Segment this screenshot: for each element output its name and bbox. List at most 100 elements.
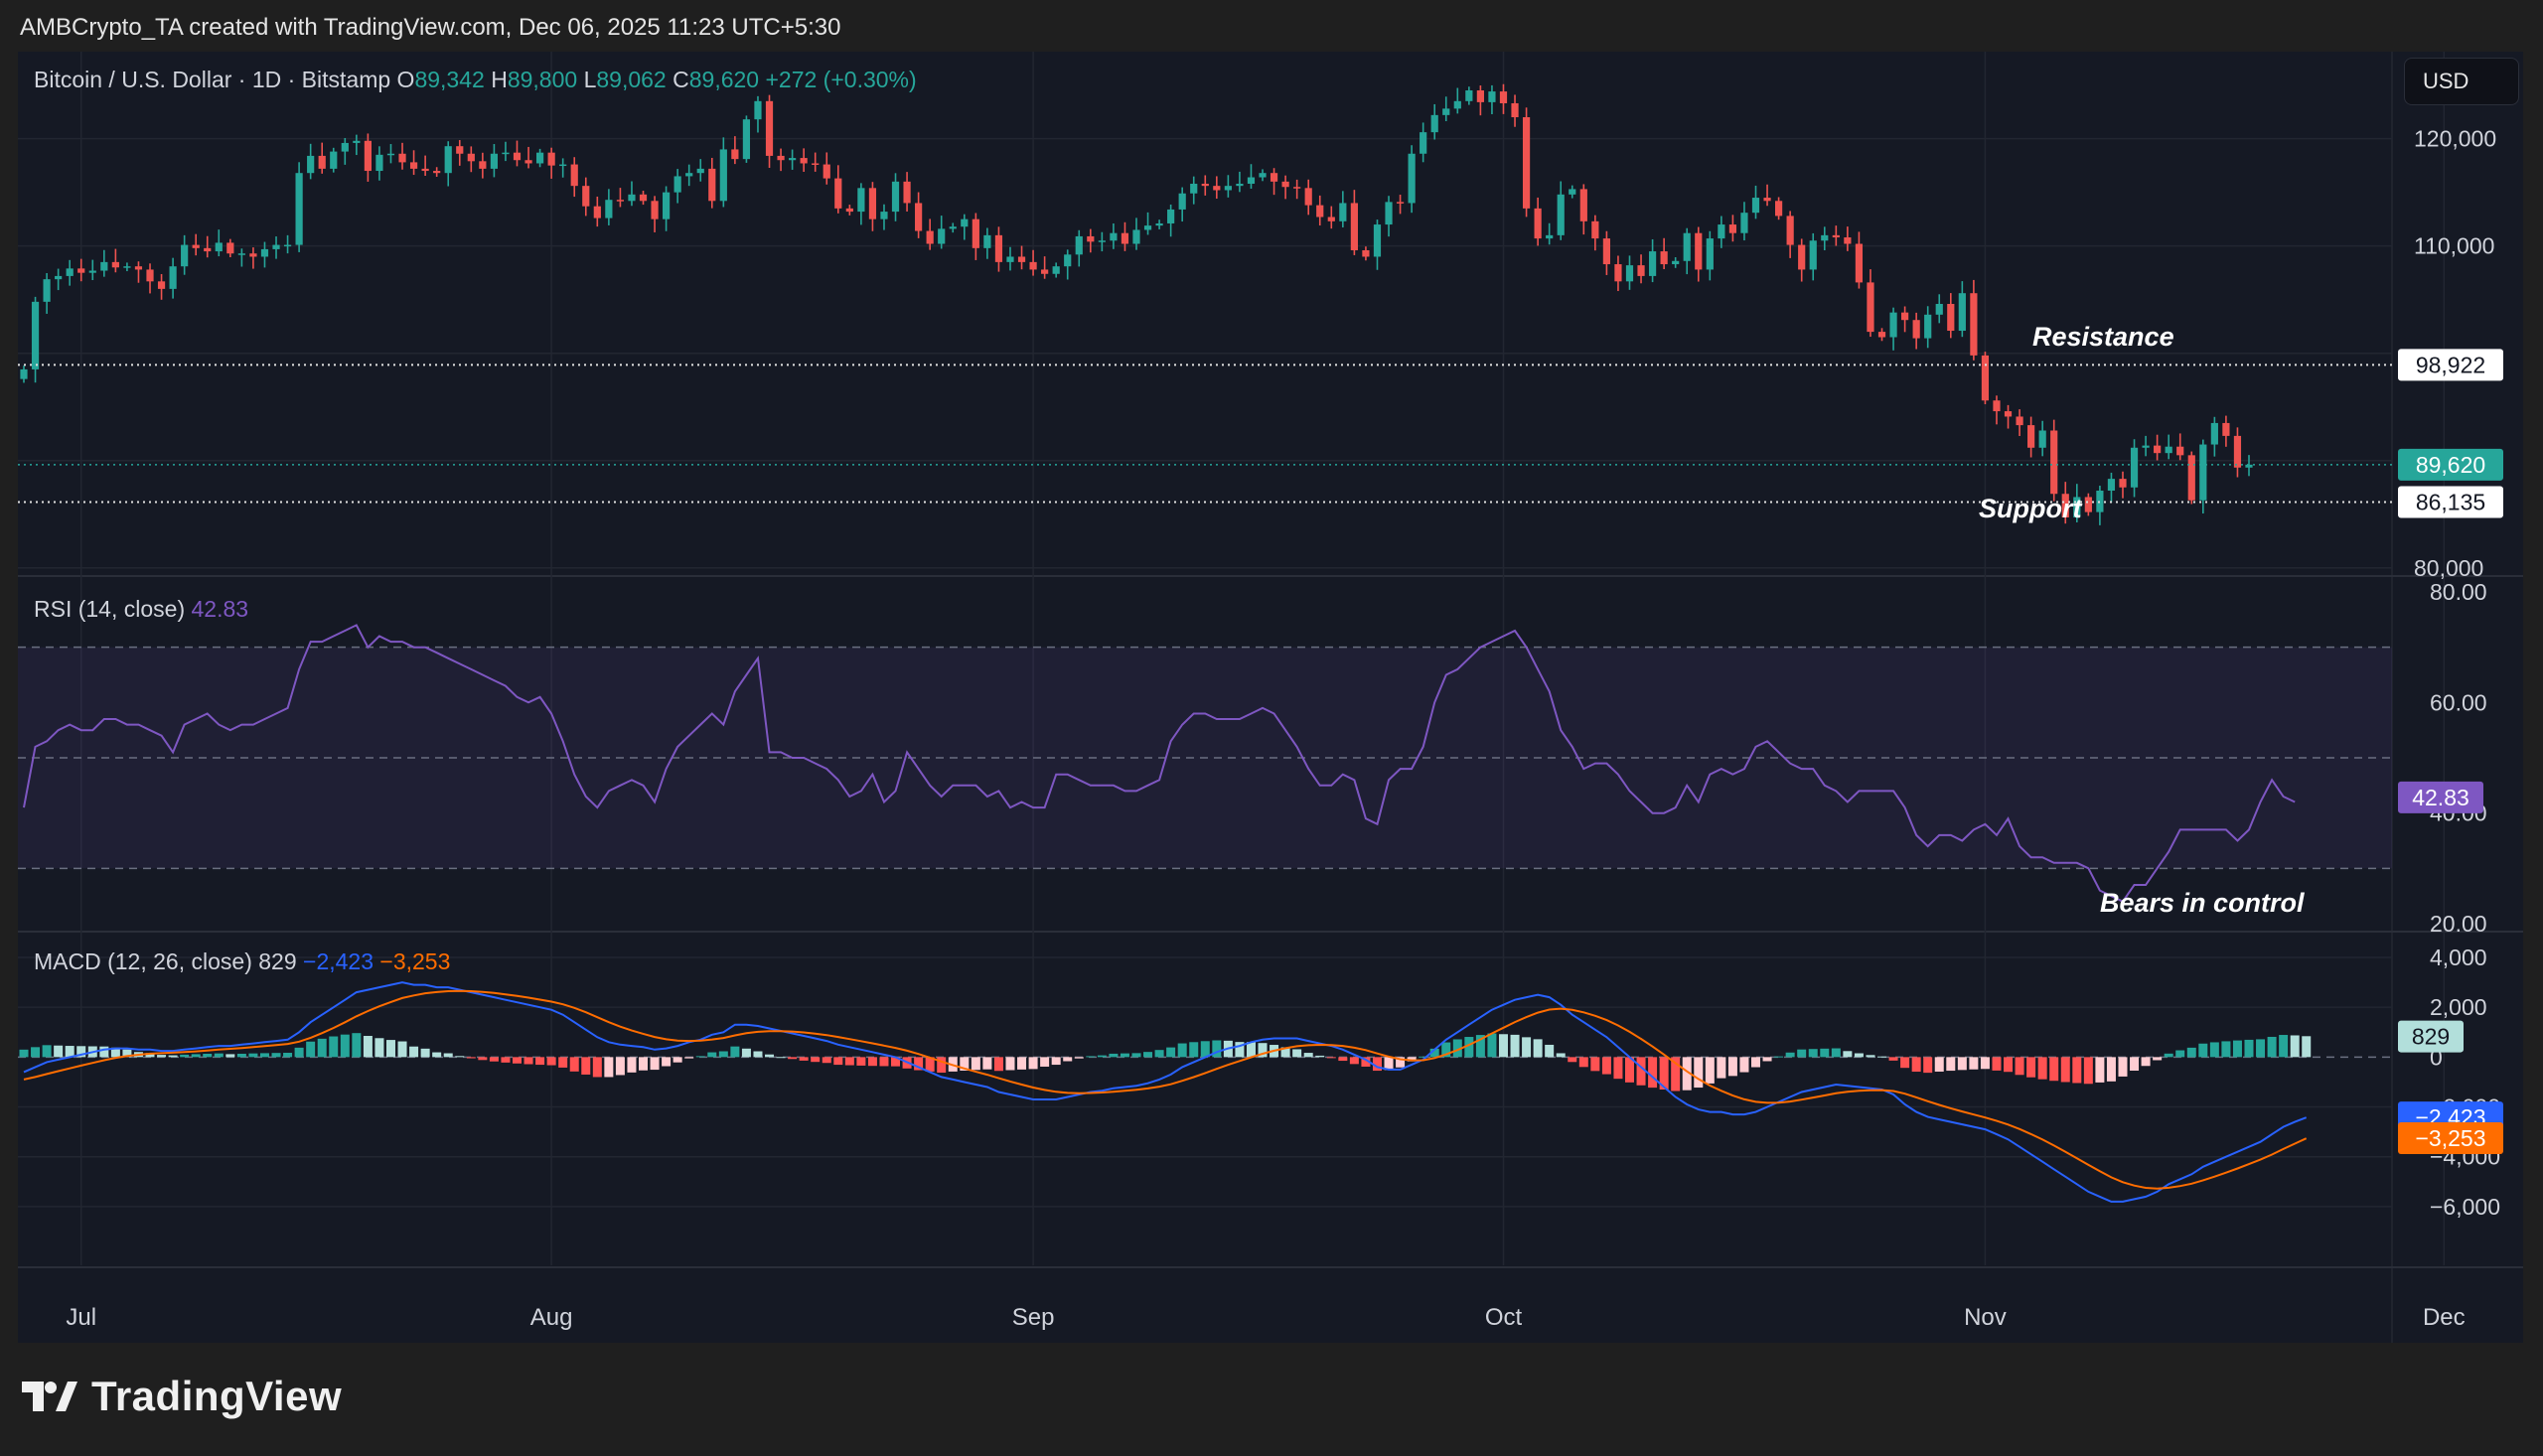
macd-histogram-bar (1396, 1057, 1406, 1068)
macd-histogram-bar (478, 1057, 488, 1061)
candle-body (2050, 430, 2058, 495)
price-legend-part: C (673, 67, 689, 92)
candle-body (1098, 240, 1106, 242)
macd-histogram-bar (569, 1057, 579, 1072)
macd-histogram-bar (867, 1057, 877, 1067)
candle-body (1522, 117, 1531, 209)
macd-histogram-bar (329, 1036, 339, 1058)
macd-histogram-bar (856, 1057, 866, 1066)
price-legend-part: 89,620 (689, 67, 766, 92)
macd-histogram-bar (937, 1057, 947, 1074)
candle-body (547, 152, 555, 166)
candle-body (1442, 108, 1450, 115)
macd-histogram-bar (180, 1054, 190, 1058)
candle-body (1270, 173, 1278, 182)
macd-histogram-bar (788, 1057, 798, 1060)
macd-histogram-bar (1820, 1048, 1830, 1058)
macd-histogram-bar (191, 1054, 201, 1058)
macd-histogram-bar (1131, 1053, 1141, 1058)
macd-histogram-bar (122, 1049, 132, 1058)
macd-histogram-bar (1843, 1051, 1853, 1058)
macd-histogram-bar (225, 1054, 235, 1058)
candle-body (433, 171, 441, 174)
macd-histogram-bar (1568, 1057, 1577, 1063)
support-price-tag: 86,135 (2416, 490, 2485, 515)
price-tick-label: 110,000 (2414, 233, 2494, 259)
macd-histogram-bar (157, 1055, 167, 1058)
macd-histogram-bar (2198, 1043, 2208, 1058)
macd-histogram-bar (2209, 1042, 2219, 1058)
macd-histogram-bar (340, 1034, 350, 1058)
macd-histogram-bar (1762, 1057, 1772, 1062)
macd-legend-part: MACD (12, 26, close) (34, 948, 258, 974)
candle-body (662, 192, 671, 219)
macd-histogram-bar (592, 1057, 602, 1078)
candle-body (1993, 400, 2001, 412)
macd-histogram-bar (684, 1057, 694, 1059)
macd-histogram-bar (1452, 1039, 1462, 1058)
candle-body (1534, 208, 1542, 239)
candle-body (2176, 446, 2184, 456)
macd-histogram-bar (2175, 1050, 2185, 1058)
macd-histogram-bar (615, 1057, 625, 1076)
macd-legend-part: −3,253 (379, 948, 450, 974)
macd-histogram-bar (1051, 1057, 1061, 1066)
candlestick-series (20, 83, 2253, 525)
macd-histogram-bar (1648, 1057, 1658, 1089)
candle-body (1683, 232, 1691, 261)
tradingview-logo[interactable]: TradingView (20, 1373, 342, 1420)
rsi-tick-label: 20.00 (2430, 911, 2487, 937)
candle-body (880, 212, 888, 219)
macd-histogram-bar (1911, 1057, 1921, 1073)
candle-body (272, 244, 280, 249)
candle-body (55, 275, 63, 280)
candle-body (1110, 232, 1118, 241)
macd-histogram-bar (259, 1053, 269, 1058)
candle-body (1763, 198, 1771, 202)
brand-name: TradingView (91, 1373, 343, 1419)
candle-body (1637, 265, 1645, 276)
macd-histogram-bar (639, 1057, 649, 1071)
candle-body (123, 266, 131, 268)
macd-histogram-bar (203, 1053, 213, 1058)
macd-histogram-bar (879, 1057, 889, 1067)
candle-body (891, 181, 900, 213)
candle-body (1867, 282, 1874, 333)
candle-body (1970, 293, 1978, 356)
candle-body (812, 163, 820, 165)
macd-histogram-bar (1613, 1057, 1623, 1080)
macd-histogram-bar (2256, 1039, 2266, 1058)
macd-histogram-bar (31, 1047, 41, 1058)
candle-body (2154, 445, 2162, 454)
candle-body (169, 266, 177, 289)
candle-body (1017, 256, 1026, 262)
candle-body (1488, 91, 1496, 102)
macd-histogram-bar (1166, 1047, 1176, 1058)
macd-histogram-bar (1097, 1055, 1107, 1058)
macd-histogram-bar (799, 1057, 809, 1061)
macd-histogram-tag: 829 (2412, 1024, 2450, 1050)
macd-histogram-bar (2130, 1057, 2140, 1072)
macd-histogram-bar (2083, 1057, 2093, 1085)
rsi-line (23, 624, 2296, 903)
candle-body (386, 153, 395, 156)
trading-chart[interactable]: Jul Aug Sep Oct Nov Dec 120,000 110,000 80,000 98… (18, 52, 2523, 1343)
currency-selector-button[interactable]: USD (2404, 58, 2519, 105)
candle-body (1499, 91, 1508, 103)
candle-body (1718, 224, 1725, 239)
macd-histogram-bar (1556, 1053, 1566, 1058)
macd-histogram-bar (248, 1053, 258, 1058)
macd-histogram-bar (1785, 1052, 1795, 1058)
macd-histogram-bar (2141, 1057, 2151, 1067)
rsi-value-tag: 42.83 (2412, 785, 2469, 810)
candle-body (1557, 194, 1565, 235)
macd-histogram-bar (1717, 1057, 1726, 1079)
candle-body (1178, 193, 1186, 210)
candle-body (479, 161, 487, 169)
candle-body (961, 218, 969, 227)
macd-histogram-bar (455, 1056, 465, 1058)
candle-body (719, 149, 727, 202)
candle-body (260, 248, 269, 257)
macd-histogram-bar (844, 1057, 854, 1066)
macd-histogram-bar (891, 1057, 901, 1067)
